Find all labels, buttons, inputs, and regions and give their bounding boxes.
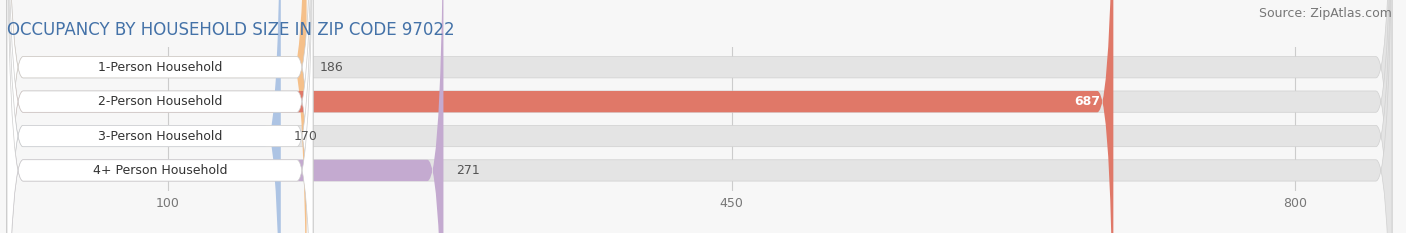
FancyBboxPatch shape	[7, 0, 314, 233]
Text: 4+ Person Household: 4+ Person Household	[93, 164, 228, 177]
Text: 186: 186	[319, 61, 343, 74]
FancyBboxPatch shape	[7, 0, 1392, 233]
FancyBboxPatch shape	[7, 0, 1114, 233]
Text: 1-Person Household: 1-Person Household	[98, 61, 222, 74]
Text: 687: 687	[1074, 95, 1101, 108]
FancyBboxPatch shape	[7, 0, 1392, 233]
Text: 2-Person Household: 2-Person Household	[98, 95, 222, 108]
Text: OCCUPANCY BY HOUSEHOLD SIZE IN ZIP CODE 97022: OCCUPANCY BY HOUSEHOLD SIZE IN ZIP CODE …	[7, 21, 454, 39]
Text: Source: ZipAtlas.com: Source: ZipAtlas.com	[1258, 7, 1392, 20]
Text: 3-Person Household: 3-Person Household	[98, 130, 222, 143]
FancyBboxPatch shape	[7, 0, 1392, 233]
FancyBboxPatch shape	[7, 0, 314, 233]
FancyBboxPatch shape	[7, 0, 307, 233]
FancyBboxPatch shape	[7, 0, 314, 233]
Text: 271: 271	[457, 164, 479, 177]
FancyBboxPatch shape	[7, 0, 443, 233]
FancyBboxPatch shape	[7, 0, 314, 233]
FancyBboxPatch shape	[7, 0, 1392, 233]
FancyBboxPatch shape	[7, 0, 281, 233]
Text: 170: 170	[294, 130, 318, 143]
